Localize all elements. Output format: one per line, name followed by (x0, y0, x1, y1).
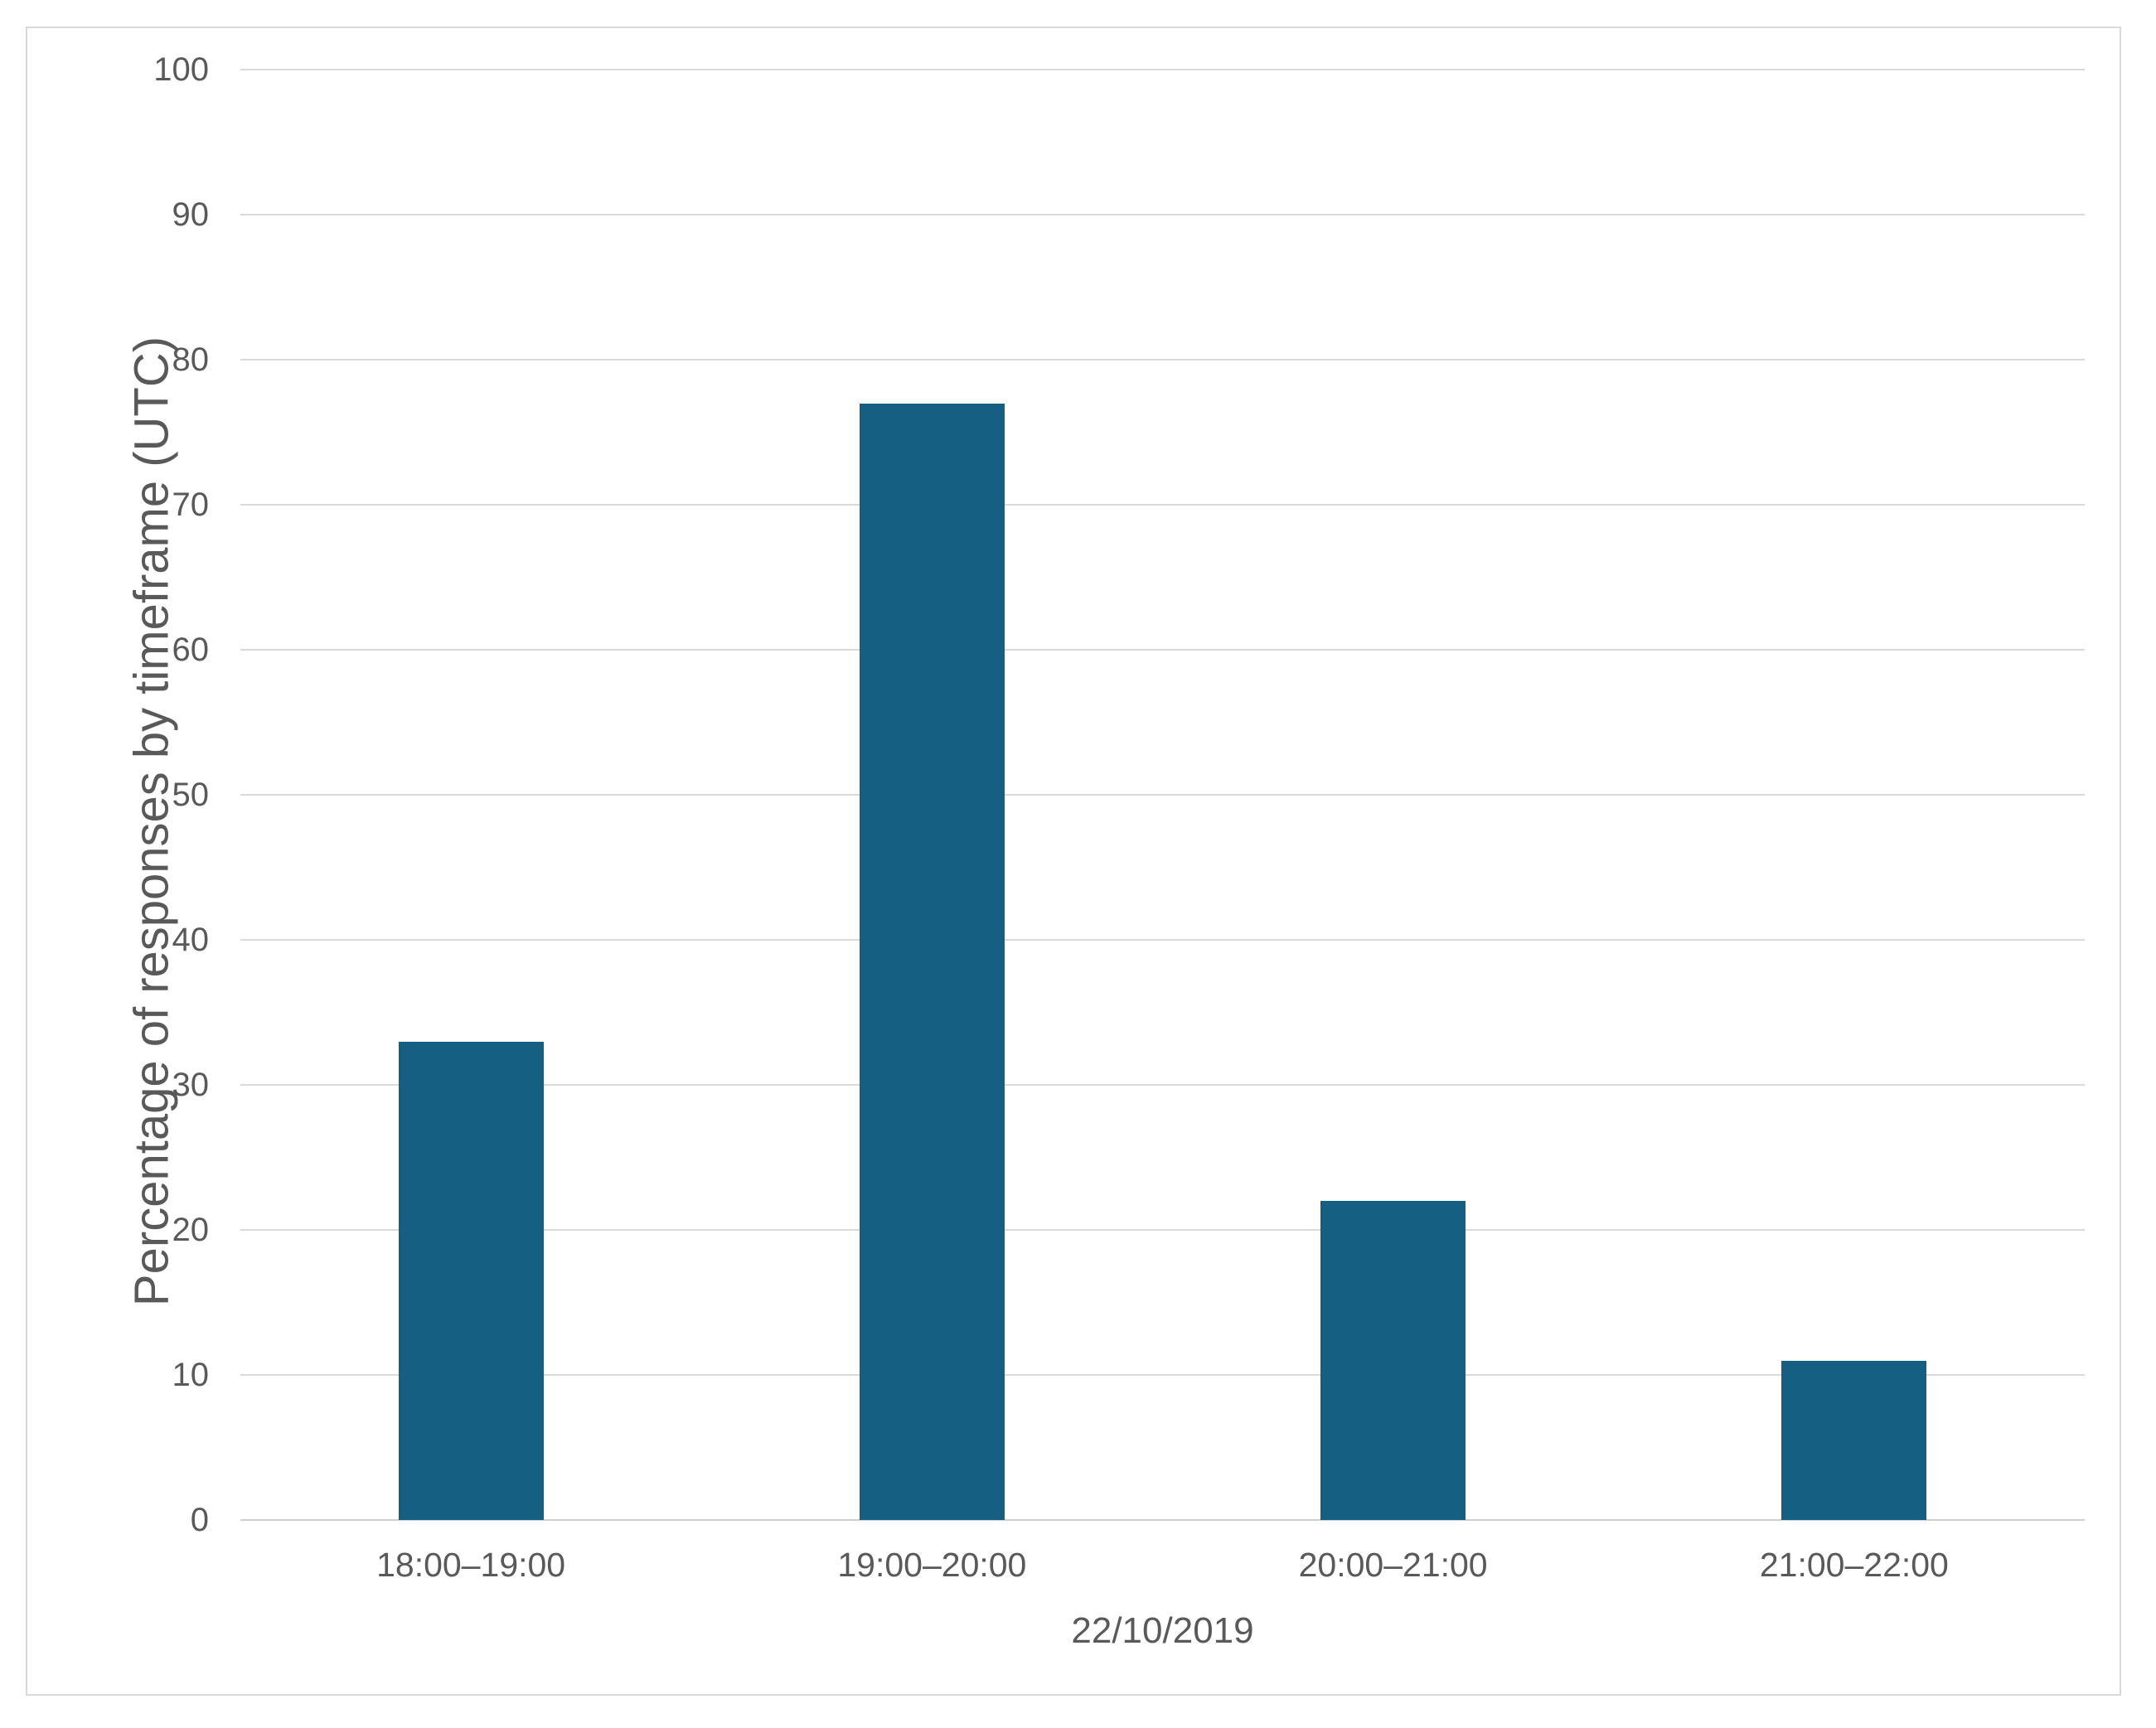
gridline (240, 794, 2085, 796)
gridline (240, 214, 2085, 215)
y-tick-label: 40 (172, 922, 210, 958)
y-tick-label: 80 (172, 341, 210, 378)
plot-area: 0 10 20 30 40 50 60 70 80 90 100 18:00–19:00 19:00–2… (27, 28, 2120, 1694)
y-tick-label: 90 (172, 196, 210, 233)
gridline (240, 504, 2085, 506)
x-axis-line (240, 1519, 2085, 1521)
y-tick-label: 0 (190, 1502, 209, 1538)
x-tick-label: 18:00–19:00 (376, 1546, 566, 1584)
y-tick-label: 70 (172, 486, 210, 523)
chart-frame: 0 10 20 30 40 50 60 70 80 90 100 18:00–19:00 19:00–2… (26, 27, 2121, 1696)
y-tick-label: 10 (172, 1357, 210, 1393)
gridline (240, 1374, 2085, 1376)
x-tick-label: 21:00–22:00 (1759, 1546, 1949, 1584)
y-tick-label: 60 (172, 632, 210, 668)
y-axis-title: Percentage of responses by timeframe (UT… (124, 336, 179, 1307)
bar-18:00–19:00 (398, 1041, 544, 1520)
gridline (240, 649, 2085, 651)
bar-19:00–20:00 (859, 403, 1005, 1520)
x-tick-label: 19:00–20:00 (837, 1546, 1027, 1584)
y-tick-label: 20 (172, 1212, 210, 1248)
x-axis-title: 22/10/2019 (1071, 1610, 1254, 1651)
y-tick-label: 30 (172, 1067, 210, 1103)
bar-21:00–22:00 (1781, 1360, 1927, 1520)
gridline (240, 939, 2085, 941)
x-tick-label: 20:00–21:00 (1298, 1546, 1488, 1584)
y-tick-label: 100 (153, 51, 209, 88)
gridline (240, 359, 2085, 361)
bar-20:00–21:00 (1320, 1201, 1466, 1520)
y-tick-label: 50 (172, 777, 210, 813)
gridline (240, 69, 2085, 70)
gridline (240, 1084, 2085, 1086)
gridline (240, 1229, 2085, 1231)
